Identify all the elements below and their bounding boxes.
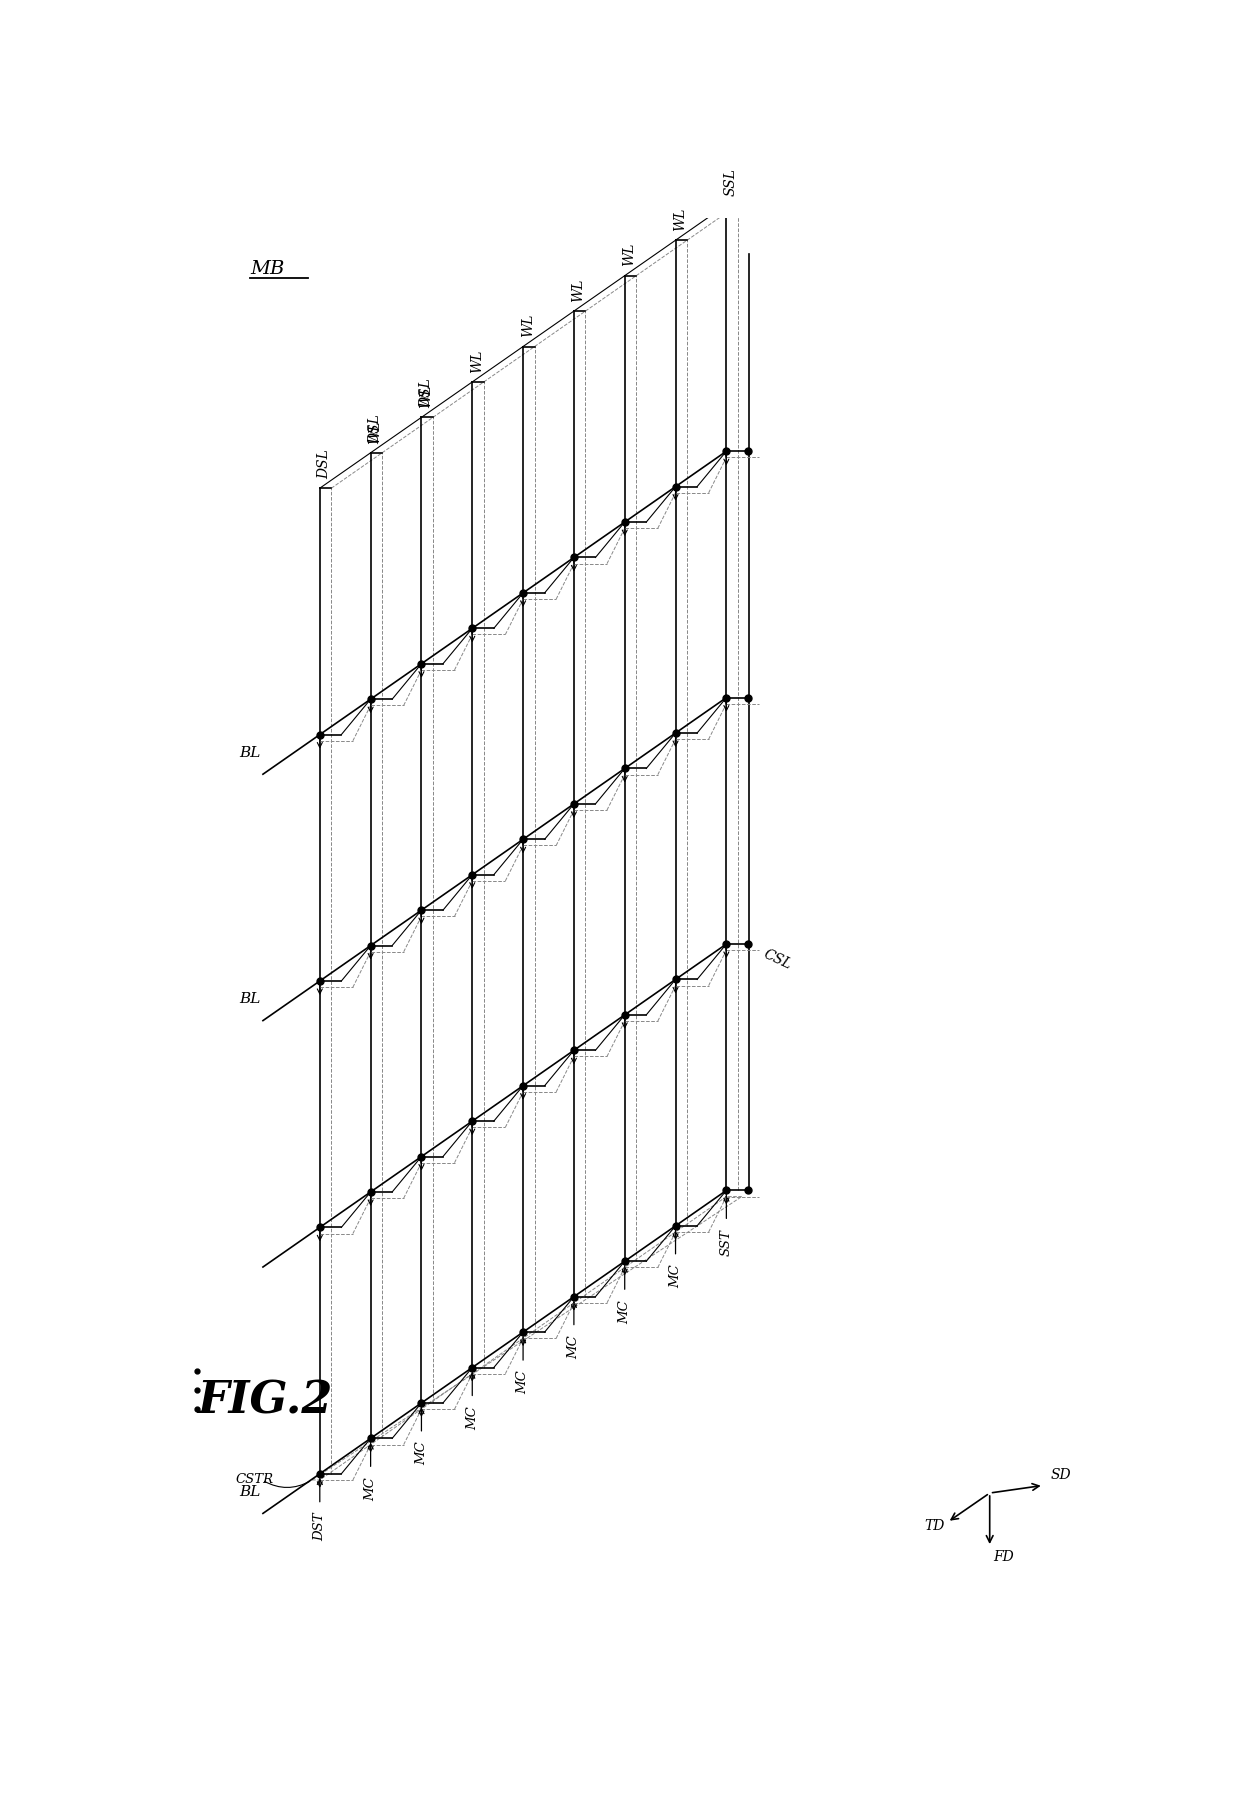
Text: WL: WL (572, 278, 585, 301)
Text: DSL: DSL (368, 414, 382, 443)
Text: WL: WL (470, 349, 484, 372)
Text: FD: FD (993, 1549, 1014, 1564)
Text: BL: BL (239, 992, 260, 1006)
Text: BL: BL (239, 746, 260, 759)
Text: WL: WL (622, 243, 636, 267)
Text: MC: MC (619, 1300, 631, 1324)
Text: WL: WL (419, 385, 433, 409)
Text: MC: MC (365, 1476, 377, 1500)
Text: FIG.2: FIG.2 (197, 1378, 332, 1422)
Text: DST: DST (314, 1513, 326, 1542)
Text: MC: MC (517, 1371, 529, 1395)
Text: DSL: DSL (317, 449, 331, 479)
Text: MC: MC (670, 1264, 682, 1288)
Text: MB: MB (250, 260, 285, 278)
Text: CSL: CSL (761, 946, 794, 972)
Text: WL: WL (521, 314, 534, 338)
Text: SSL: SSL (724, 167, 738, 196)
Text: WL: WL (368, 419, 382, 443)
Text: TD: TD (924, 1518, 945, 1533)
Text: CSTR: CSTR (236, 1473, 273, 1487)
Text: SST: SST (720, 1229, 733, 1257)
Text: BL: BL (239, 1485, 260, 1498)
Text: SD: SD (1050, 1467, 1071, 1482)
Text: DSL: DSL (419, 378, 433, 409)
Text: MC: MC (568, 1335, 580, 1358)
Text: WL: WL (673, 207, 687, 231)
Text: MC: MC (466, 1406, 479, 1429)
Text: MC: MC (415, 1442, 428, 1466)
